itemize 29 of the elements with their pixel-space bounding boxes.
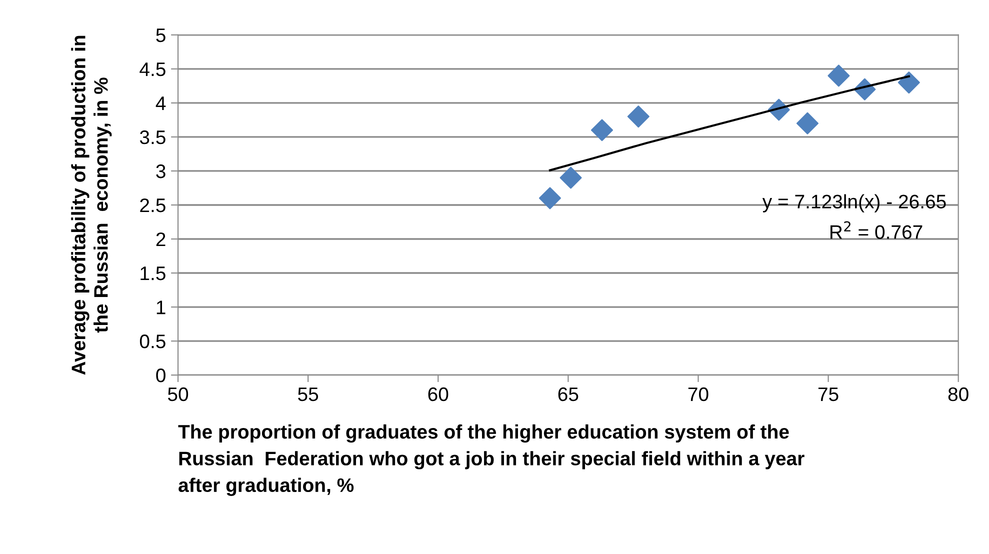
y-tick-label: 2 <box>156 232 166 246</box>
y-tick-label: 5 <box>156 28 166 42</box>
y-tick-label: 0.5 <box>140 334 166 348</box>
x-tick-label: 80 <box>948 387 968 402</box>
point <box>796 112 818 134</box>
annotation: y = 7.123ln(x) - 26.65 <box>762 194 946 212</box>
y-tick-label: 0 <box>156 368 166 382</box>
x-tick-label: 60 <box>428 387 448 402</box>
x-tick-label: 75 <box>818 388 838 402</box>
y-tick-label: 1.5 <box>140 266 166 280</box>
y-tick-label: 4 <box>156 96 166 110</box>
x-tick-label: 70 <box>688 387 708 402</box>
y-tick-label: 3.5 <box>140 130 166 144</box>
y-tick-label: 4.5 <box>140 62 166 76</box>
point <box>828 64 850 87</box>
point <box>898 72 920 94</box>
point <box>560 166 582 189</box>
y-tick-label: 1 <box>156 300 166 314</box>
x-axis-title: The proportion of graduates of the higher education system of the Russian Federation who got a job in their special field within a year after graduation, % <box>178 424 804 496</box>
x-tick-label: 55 <box>298 388 318 402</box>
point <box>591 119 613 142</box>
y-tick-label: 3 <box>156 164 166 178</box>
annotation: R$^{2}$ = 0.767 <box>830 221 922 239</box>
point <box>538 187 561 210</box>
y-axis-title: Average profitability of production in the Russian economy, in % <box>71 36 112 375</box>
x-tick-label: 50 <box>168 387 188 402</box>
x-tick-label: 65 <box>558 387 578 402</box>
point <box>627 106 650 128</box>
y-tick-label: 2.5 <box>140 198 166 212</box>
